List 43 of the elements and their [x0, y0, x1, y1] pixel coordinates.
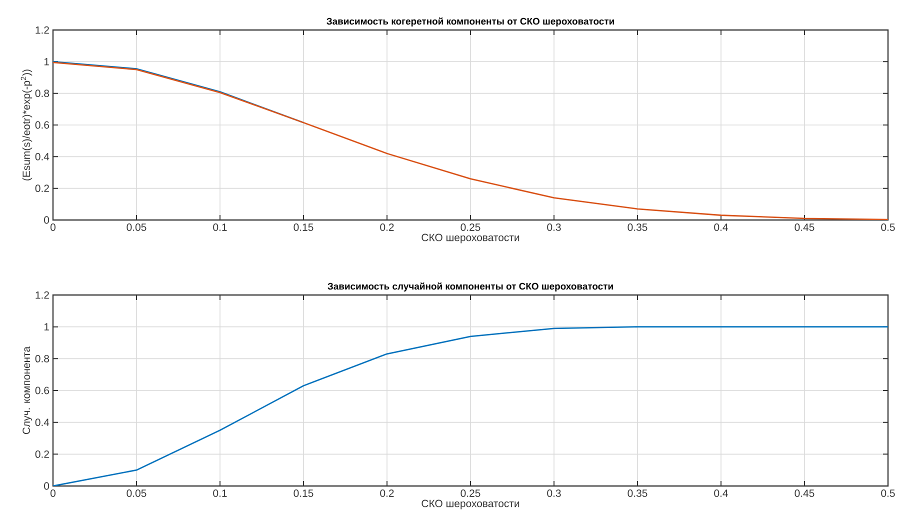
- y-tick-label: 0.2: [35, 450, 49, 458]
- y-tick-label: 0.8: [35, 90, 50, 98]
- x-tick-label: 0.2: [380, 224, 394, 231]
- chart-title: Зависимость когеретной компоненты от СКО шероховатости: [326, 17, 614, 26]
- y-tick-label: 0.6: [35, 386, 50, 394]
- y-tick-label: 0.4: [35, 418, 50, 426]
- x-tick-label: 0.2: [380, 490, 394, 497]
- y-tick-label: 1.2: [36, 26, 49, 34]
- x-tick-label: 0.3: [547, 490, 561, 497]
- y-tick-label: 0.2: [35, 184, 49, 192]
- chart-title: Зависимость случайной компоненты от СКО шероховатости: [328, 282, 613, 292]
- x-tick-label: 0.15: [294, 224, 314, 231]
- y-tick-label: 1: [44, 58, 49, 66]
- y-tick-label: 1: [44, 323, 49, 330]
- x-axis-title: СКО шероховатости: [422, 500, 520, 510]
- x-tick-label: 0.45: [794, 490, 814, 497]
- x-tick-label: 0.45: [794, 224, 814, 231]
- x-tick-label: 0.1: [213, 490, 227, 497]
- x-tick-label: 0.35: [628, 490, 648, 497]
- x-tick-label: 0.35: [628, 224, 648, 231]
- y-tick-label: 1.2: [36, 291, 49, 299]
- y-tick-label: 0: [44, 216, 50, 224]
- y-axis-title: Случ. компонента: [22, 346, 32, 434]
- y-tick-label: 0.6: [35, 121, 50, 129]
- y-tick-label: 0.8: [35, 354, 50, 362]
- y-tick-label: 0.4: [35, 152, 50, 160]
- x-tick-label: 0.25: [460, 490, 480, 497]
- x-tick-label: 0.5: [881, 224, 895, 231]
- x-tick-label: 0.4: [714, 490, 728, 497]
- line-series: [53, 62, 888, 220]
- x-axis-title: СКО шероховатости: [422, 234, 520, 244]
- y-axis-title: (Esum(s)/eotr)*exp(-p$^{2}$)): [20, 70, 32, 180]
- x-tick-label: 0.25: [460, 224, 480, 231]
- x-tick-label: 0.5: [881, 490, 895, 497]
- x-tick-label: 0.3: [547, 224, 561, 231]
- x-tick-label: 0: [50, 490, 56, 497]
- x-tick-label: 0.05: [126, 490, 146, 497]
- x-tick-label: 0: [50, 224, 56, 231]
- x-tick-label: 0.05: [126, 224, 146, 231]
- x-tick-label: 0.15: [294, 490, 314, 497]
- x-tick-label: 0.1: [213, 224, 227, 231]
- x-tick-label: 0.4: [714, 224, 728, 231]
- y-tick-label: 0: [44, 482, 50, 490]
